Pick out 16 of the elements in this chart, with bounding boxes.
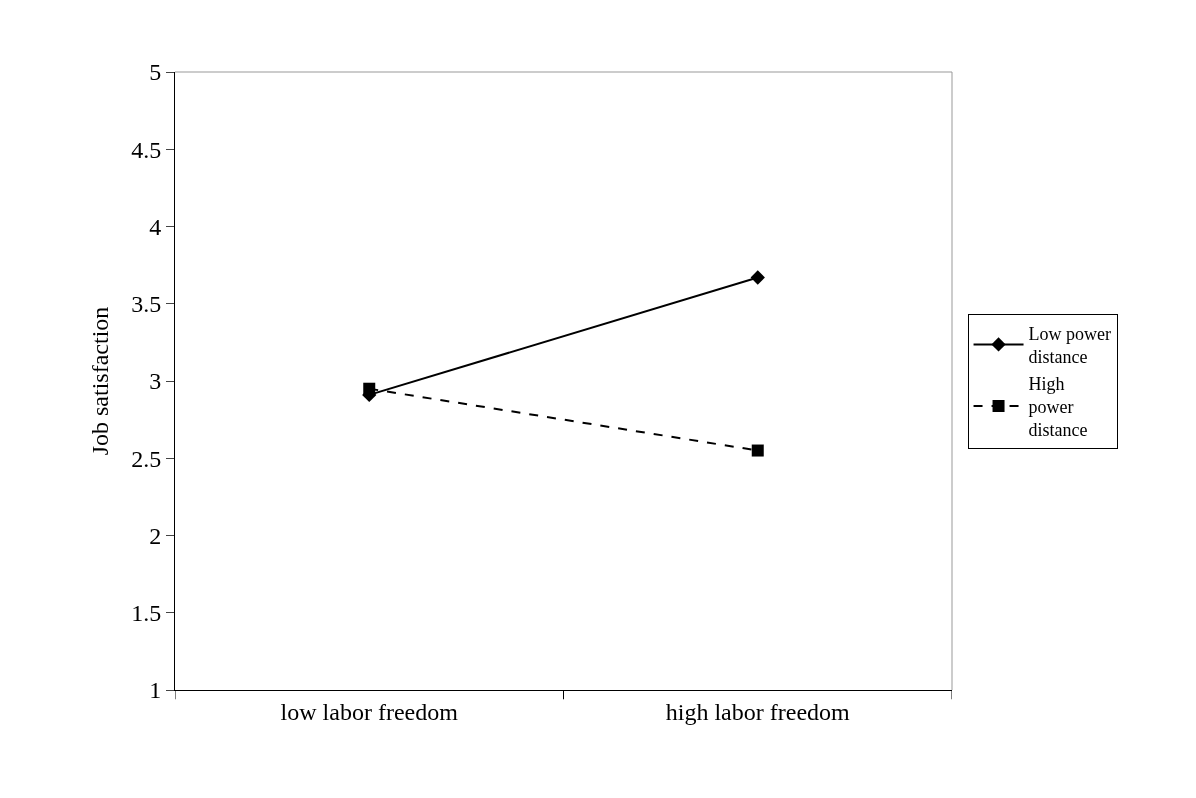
x-tick-label: low labor freedom (280, 698, 459, 725)
y-tick-label: 3 (149, 368, 162, 395)
y-tick-label: 3.5 (131, 291, 162, 318)
y-axis-title: Job satisfaction (87, 306, 114, 456)
point (750, 270, 765, 285)
legend-label: Low power distance (1028, 323, 1112, 368)
y-tick-label: 4.5 (131, 136, 162, 163)
y-tick-label: 2 (149, 522, 162, 549)
y-tick-label: 1.5 (131, 600, 162, 627)
y-tick-label: 2.5 (131, 445, 162, 472)
point (751, 444, 764, 457)
x-tick-label: high labor freedom (665, 698, 851, 725)
y-tick-label: 1 (149, 677, 162, 704)
legend-label: High power distance (1028, 373, 1088, 441)
y-tick-label: 5 (149, 59, 162, 86)
y-tick-label: 4 (149, 213, 162, 240)
